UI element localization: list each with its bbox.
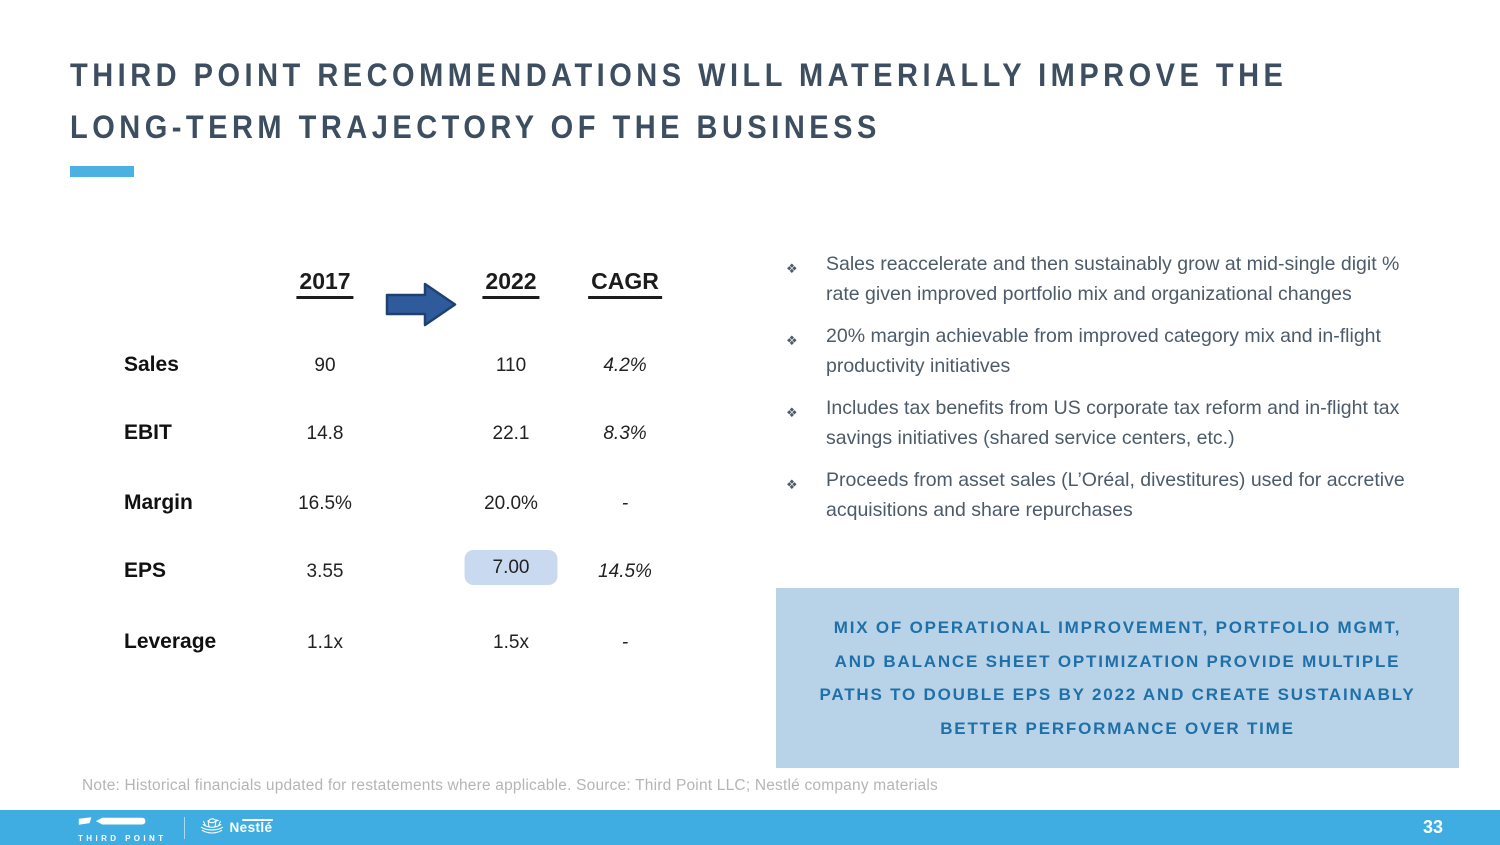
row-label: EPS <box>124 559 167 582</box>
value-2022-highlighted: 7.00 <box>464 550 558 585</box>
nestle-nest-icon <box>197 815 227 841</box>
list-item: ❖ 20% margin achievable from improved ca… <box>780 322 1428 381</box>
third-point-flag-icon <box>78 813 167 831</box>
value-2022: 20.0% <box>484 493 538 514</box>
callout-line: MIX OF OPERATIONAL IMPROVEMENT, PORTFOLI… <box>833 618 1402 637</box>
slide-title-line-1: THIRD POINT RECOMMENDATIONS WILL MATERIA… <box>70 57 1288 95</box>
financial-summary-table: 2017 2022 CAGR Sales 90 110 4.2% EBIT 14… <box>100 252 700 682</box>
bullet-text: Proceeds from asset sales (L’Oréal, dive… <box>826 469 1405 521</box>
callout-line: BETTER PERFORMANCE OVER TIME <box>940 718 1295 738</box>
footer-bar: THIRD POINT Nestlé 33 <box>0 810 1500 845</box>
value-cagr: 4.2% <box>603 355 647 376</box>
value-2017: 90 <box>314 355 336 376</box>
bullet-text: Includes tax benefits from US corporate … <box>826 397 1400 449</box>
slide-title: THIRD POINT RECOMMENDATIONS WILL MATERIA… <box>70 50 1430 154</box>
value-2022: 1.5x <box>493 632 529 653</box>
table-row-leverage: Leverage 1.1x 1.5x - <box>100 630 700 660</box>
title-accent-bar <box>70 166 134 177</box>
value-cagr: - <box>621 632 629 653</box>
right-arrow-icon <box>385 282 457 327</box>
row-label: EBIT <box>124 421 172 444</box>
value-cagr: - <box>621 493 629 514</box>
diamond-bullet-icon: ❖ <box>786 261 798 276</box>
bullet-list: ❖ Sales reaccelerate and then sustainabl… <box>780 250 1428 538</box>
list-item: ❖ Includes tax benefits from US corporat… <box>780 394 1428 453</box>
column-header-cagr: CAGR <box>588 268 662 299</box>
nestle-logo: Nestlé <box>197 815 274 841</box>
value-2017: 1.1x <box>307 632 343 653</box>
table-header-row: 2017 2022 CAGR <box>100 268 700 327</box>
value-2022: 22.1 <box>492 423 530 444</box>
third-point-wordmark: THIRD POINT <box>78 833 167 843</box>
row-label: Leverage <box>124 630 217 653</box>
value-cagr: 8.3% <box>603 423 647 444</box>
value-cagr: 14.5% <box>598 561 652 582</box>
source-note: Note: Historical financials updated for … <box>82 777 938 794</box>
table-row-sales: Sales 90 110 4.2% <box>100 353 700 383</box>
bullet-text: 20% margin achievable from improved cate… <box>826 325 1381 377</box>
column-header-2017: 2017 <box>296 268 354 299</box>
footer-divider <box>183 816 185 839</box>
third-point-logo: THIRD POINT <box>78 813 167 843</box>
table-row-margin: Margin 16.5% 20.0% - <box>100 491 700 521</box>
list-item: ❖ Proceeds from asset sales (L’Oréal, di… <box>780 466 1428 525</box>
diamond-bullet-icon: ❖ <box>786 333 798 348</box>
diamond-bullet-icon: ❖ <box>786 477 798 492</box>
value-2017: 3.55 <box>306 561 344 582</box>
value-2022: 110 <box>495 355 527 376</box>
row-label: Sales <box>124 353 179 376</box>
diamond-bullet-icon: ❖ <box>786 405 798 420</box>
page-number: 33 <box>1422 817 1443 837</box>
row-label: Margin <box>124 491 193 514</box>
value-2017: 16.5% <box>298 493 352 514</box>
callout-line: PATHS TO DOUBLE EPS BY 2022 AND CREATE S… <box>819 685 1416 704</box>
slide-title-line-2: LONG-TERM TRAJECTORY OF THE BUSINESS <box>70 109 881 147</box>
list-item: ❖ Sales reaccelerate and then sustainabl… <box>780 250 1428 309</box>
callout-box: MIX OF OPERATIONAL IMPROVEMENT, PORTFOLI… <box>776 588 1459 768</box>
column-header-2022: 2022 <box>482 268 540 299</box>
value-2017: 14.8 <box>306 423 344 444</box>
table-row-eps: EPS 3.55 7.00 14.5% <box>100 550 700 589</box>
callout-line: AND BALANCE SHEET OPTIMIZATION PROVIDE M… <box>834 651 1401 671</box>
bullet-text: Sales reaccelerate and then sustainably … <box>826 253 1400 305</box>
table-row-ebit: EBIT 14.8 22.1 8.3% <box>100 421 700 451</box>
nestle-wordmark: Nestlé <box>229 819 274 835</box>
